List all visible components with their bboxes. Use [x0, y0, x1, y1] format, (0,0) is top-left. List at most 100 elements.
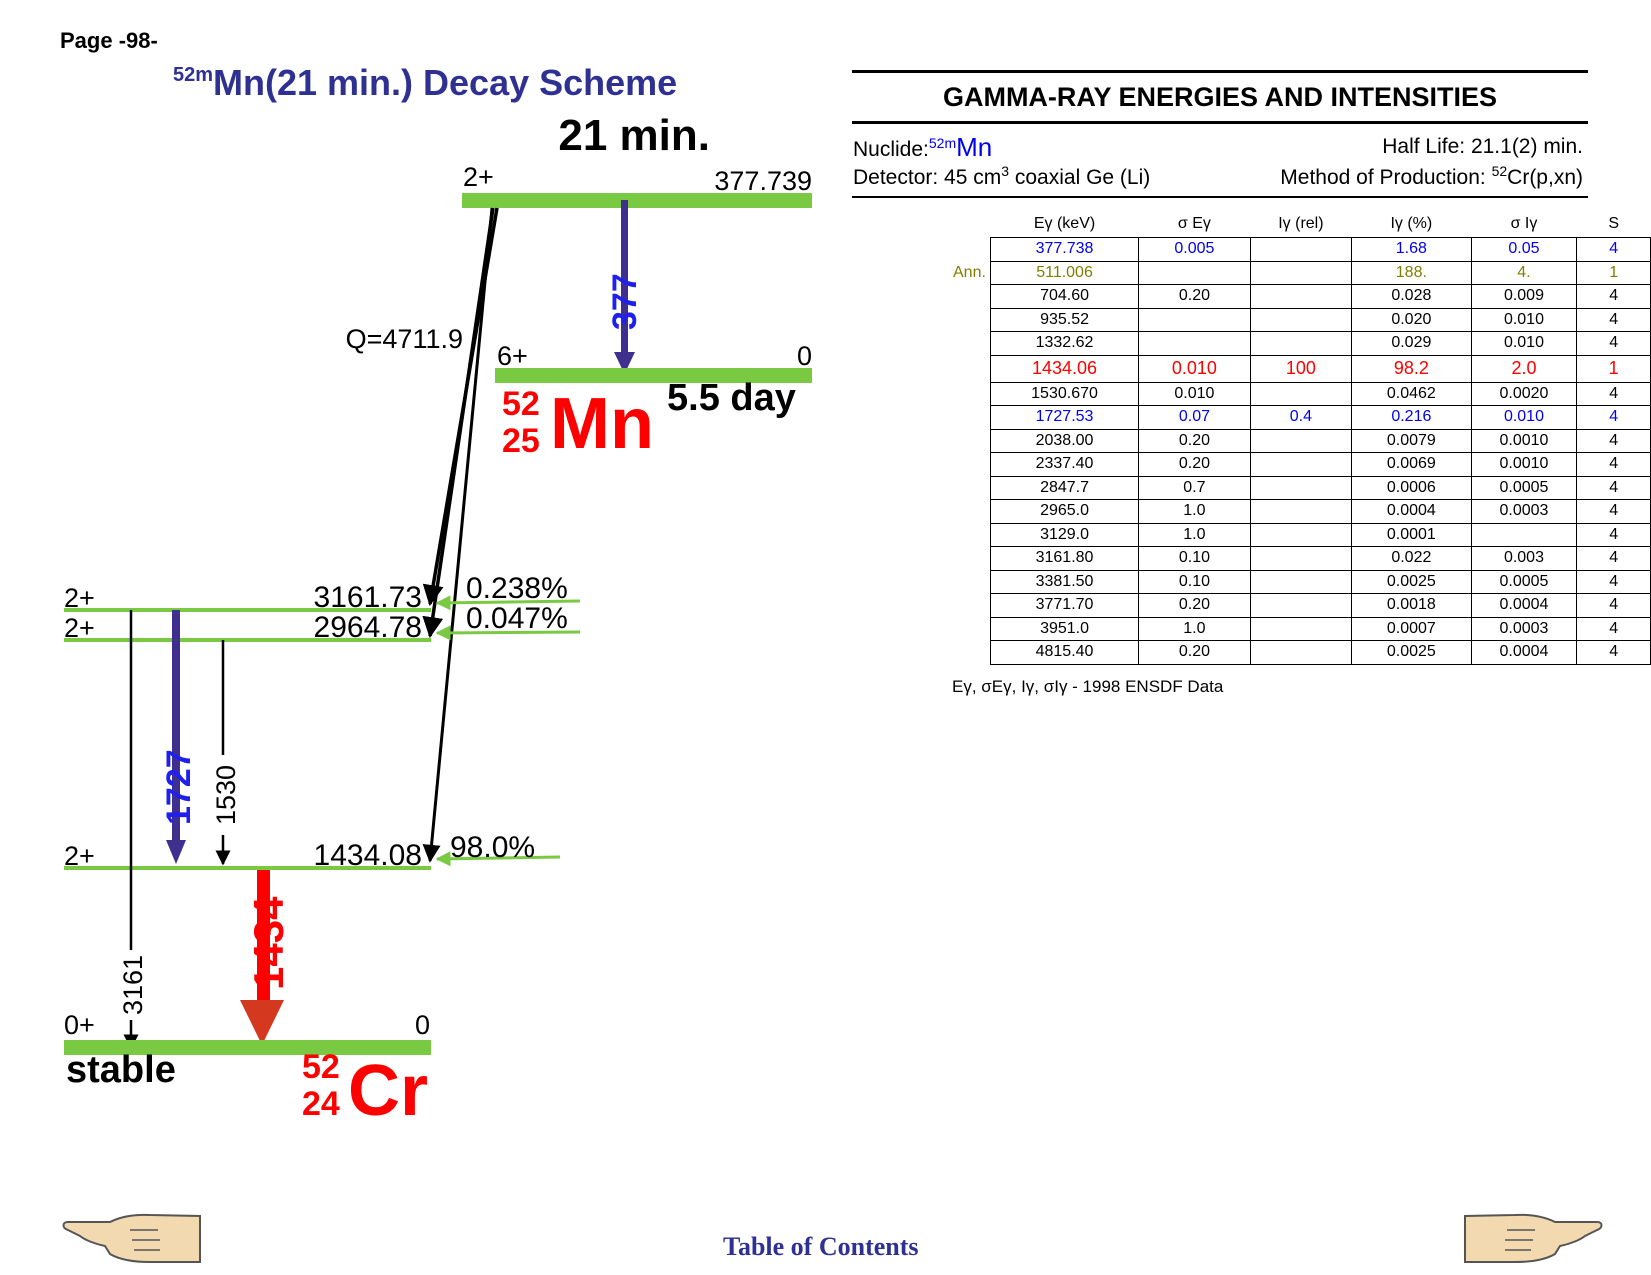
table-row: 2038.00 0.20 0.0079 0.0010 4	[953, 428, 1651, 453]
table-cell: 0.020	[1351, 307, 1472, 332]
branch-arrow-1434	[435, 851, 561, 867]
level-3161-line	[64, 608, 431, 612]
table-row: 3161.80 0.10 0.022 0.003 4	[953, 546, 1651, 571]
table-cell: 4	[1576, 546, 1651, 571]
table-cell: 0.216	[1351, 405, 1472, 430]
table-row: 1332.62 0.029 0.010 4	[953, 331, 1651, 356]
table-cell	[1249, 237, 1353, 262]
table-cell: 1	[1576, 260, 1651, 285]
table-cell: 4	[1576, 284, 1651, 309]
cr-ground-energy: 0	[415, 1010, 430, 1040]
table-cell: 0.0025	[1351, 640, 1472, 665]
table-cell: 4815.40	[989, 640, 1140, 665]
beta-feed-2964	[422, 207, 495, 639]
table-cell: 0.022	[1351, 546, 1472, 571]
table-cell: 0.003	[1470, 546, 1578, 571]
table-cell	[1249, 428, 1353, 453]
row-note	[953, 453, 990, 477]
table-cell: 4	[1576, 499, 1651, 524]
table-row: 1434.06 0.010 100 98.2 2.0 1	[953, 354, 1651, 383]
table-cell: 4.	[1470, 260, 1578, 285]
table-cell: 0.0069	[1351, 452, 1472, 477]
table-cell: 1.0	[1138, 616, 1251, 641]
table-cell: 0.0010	[1470, 452, 1578, 477]
table-cell: 4	[1576, 569, 1651, 594]
transition-3161-label-bg	[120, 950, 142, 1020]
table-cell: 0.0010	[1470, 428, 1578, 453]
table-cell	[1249, 381, 1353, 406]
table-of-contents-link[interactable]: Table of Contents	[723, 1232, 919, 1261]
scheme-title: 52mMn(21 min.) Decay Scheme	[173, 62, 677, 104]
transition-377-head	[614, 352, 635, 374]
table-cell: 0.0079	[1351, 428, 1472, 453]
table-cell: 3771.70	[989, 593, 1140, 618]
row-note	[953, 547, 990, 571]
row-note	[953, 500, 990, 524]
table-row: 935.52 0.020 0.010 4	[953, 307, 1651, 332]
table-cell: 0.20	[1138, 284, 1251, 309]
table-row: 3381.50 0.10 0.0025 0.0005 4	[953, 569, 1651, 594]
table-cell: 704.60	[989, 284, 1140, 309]
table-row: 1727.53 0.07 0.4 0.216 0.010 4	[953, 405, 1651, 430]
branch-1434: 98.0%	[450, 831, 535, 864]
table-cell: 0.005	[1138, 237, 1251, 262]
row-note	[953, 429, 990, 453]
transition-1727-label: 1727	[160, 749, 198, 825]
column-header: σ Iγ	[1510, 214, 1538, 232]
table-cell: 0.010	[1470, 307, 1578, 332]
table-cell: 0.0006	[1351, 475, 1472, 500]
table-cell: 4	[1576, 307, 1651, 332]
table-cell: 0.0462	[1351, 381, 1472, 406]
method-info: Method of Production: 52Cr(p,xn)	[1280, 163, 1583, 190]
table-cell	[1249, 284, 1353, 309]
table-cell: 0.4	[1249, 405, 1353, 430]
table-cell	[1249, 499, 1353, 524]
table-cell: 98.2	[1351, 354, 1472, 383]
branch-3161: 0.238%	[466, 572, 568, 605]
column-header: σ Eγ	[1177, 214, 1211, 232]
table-cell	[1138, 331, 1251, 356]
table-cell	[1249, 616, 1353, 641]
table-cell	[1249, 331, 1353, 356]
table-cell: 0.0007	[1351, 616, 1472, 641]
transition-3161-label: 3161	[118, 955, 148, 1015]
pointing-hand-right-icon[interactable]	[1460, 1210, 1605, 1268]
table-cell: 188.	[1351, 260, 1472, 285]
pointing-hand-left-icon[interactable]	[60, 1210, 205, 1268]
table-cell: 0.10	[1138, 569, 1251, 594]
table-cell	[1138, 307, 1251, 332]
table-cell: 0.0004	[1470, 593, 1578, 618]
mn-symbol: Mn	[550, 384, 654, 464]
gamma-table-title: GAMMA-RAY ENERGIES AND INTENSITIES	[852, 70, 1588, 124]
table-cell	[1249, 569, 1353, 594]
table-cell	[1249, 522, 1353, 547]
nuclide-symbol: Mn	[956, 132, 993, 162]
table-cell	[1249, 593, 1353, 618]
table-cell: 0.028	[1351, 284, 1472, 309]
table-cell: 0.009	[1470, 284, 1578, 309]
table-cell: 4	[1576, 593, 1651, 618]
table-row: 2965.0 1.0 0.0004 0.0003 4	[953, 499, 1651, 524]
level-1434-line	[64, 866, 431, 870]
transition-1727-arrow	[172, 610, 180, 840]
detector-pre: Detector: 45 cm	[853, 166, 1002, 189]
table-row: 3951.0 1.0 0.0007 0.0003 4	[953, 616, 1651, 641]
table-row: Ann. 511.006 188. 4. 1	[953, 260, 1651, 285]
table-cell: 2038.00	[989, 428, 1140, 453]
table-cell: 0.0003	[1470, 616, 1578, 641]
table-cell: 3951.0	[989, 616, 1140, 641]
table-cell: 4	[1576, 475, 1651, 500]
transition-1530-label: 1530	[211, 765, 241, 825]
table-cell: 4	[1576, 237, 1651, 262]
table-row: 377.738 0.005 1.68 0.05 4	[953, 237, 1651, 262]
table-cell: 0.0020	[1470, 381, 1578, 406]
table-cell: 1.0	[1138, 499, 1251, 524]
table-cell: 0.0004	[1351, 499, 1472, 524]
parent-half-life: 21 min.	[558, 111, 710, 160]
table-cell: 0.20	[1138, 428, 1251, 453]
table-cell: 4	[1576, 381, 1651, 406]
table-cell: 0.010	[1138, 354, 1251, 383]
table-cell	[1470, 522, 1578, 547]
mn-ground-half-life: 5.5 day	[667, 377, 796, 419]
column-header: Iγ (%)	[1390, 214, 1433, 232]
